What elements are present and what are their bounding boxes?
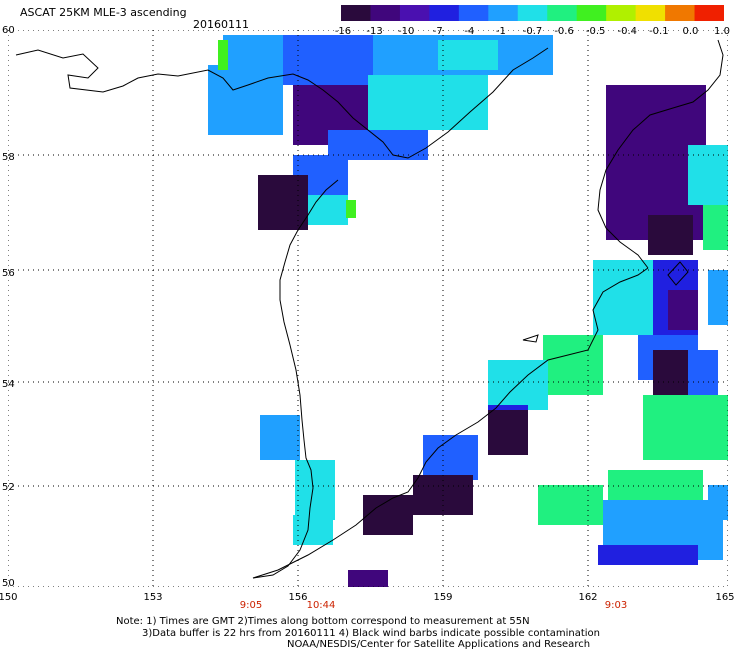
data-cell <box>218 40 228 70</box>
data-cell <box>703 205 728 250</box>
color-scale-label: -1 <box>495 26 506 37</box>
data-cell <box>346 200 356 218</box>
data-cell <box>293 515 333 545</box>
color-scale-label: -13 <box>366 26 383 37</box>
note-line-3: NOAA/NESDIS/Center for Satellite Applica… <box>287 639 591 650</box>
color-scale-label: -0.5 <box>585 26 606 37</box>
lon-label: 159 <box>433 592 453 603</box>
color-scale-segment <box>370 5 401 21</box>
color-scale-label: -0.6 <box>554 26 574 37</box>
lat-label: 56 <box>2 268 15 279</box>
color-scale-label: 1.0 <box>714 26 730 37</box>
color-scale-segment <box>458 5 489 21</box>
data-cell <box>423 435 478 480</box>
kamchatka-west-coast <box>252 179 339 579</box>
color-scale-segment <box>399 5 430 21</box>
color-scale-label: -10 <box>397 26 415 37</box>
data-cell <box>643 395 728 460</box>
data-cell <box>283 35 373 85</box>
data-cell <box>258 175 308 230</box>
data-cell <box>348 570 388 587</box>
note-line-1: Note: 1) Times are GMT 2)Times along bot… <box>116 616 530 627</box>
data-cell <box>543 335 603 395</box>
color-scale-segment <box>429 5 460 21</box>
color-scale-label: 0.0 <box>682 26 699 37</box>
data-cell <box>668 290 698 330</box>
color-scale-label: -0.1 <box>649 26 669 37</box>
data-cell <box>308 195 348 225</box>
lat-label: 58 <box>2 152 15 163</box>
color-scale-label: -4 <box>464 26 475 37</box>
data-cell <box>688 350 718 395</box>
lat-label: 54 <box>2 379 15 390</box>
data-cells <box>208 35 728 587</box>
map-title: ASCAT 25KM MLE-3 ascending <box>20 6 187 19</box>
data-cell <box>708 270 728 325</box>
color-scale-segment <box>341 5 371 21</box>
lon-label: 156 <box>288 592 308 603</box>
lon-label: 150 <box>0 592 18 603</box>
color-scale-label: -0.7 <box>522 26 543 37</box>
lon-label: 162 <box>578 592 598 603</box>
data-cell <box>438 40 498 70</box>
color-scale-label: -16 <box>334 26 352 37</box>
data-cell <box>598 545 698 565</box>
pass-time: 9:03 <box>604 600 628 611</box>
scatterometer-map <box>8 30 728 587</box>
color-scale-segment <box>635 5 666 21</box>
data-cell <box>368 75 488 130</box>
lon-label: 153 <box>143 592 163 603</box>
koryak-coast <box>597 39 724 269</box>
data-cell <box>648 215 693 255</box>
data-cell <box>223 35 283 65</box>
color-scale-segment <box>488 5 519 21</box>
lon-label: 165 <box>715 592 735 603</box>
color-scale-label: -0.4 <box>617 26 638 37</box>
pass-time: 9:05 <box>239 600 263 611</box>
color-scale-segment <box>665 5 696 21</box>
data-cell <box>708 485 728 520</box>
gridlines <box>8 30 728 587</box>
data-cell <box>295 460 335 520</box>
map-date: 20160111 <box>193 18 249 31</box>
data-cell <box>363 495 413 535</box>
color-scale-label: -7 <box>432 26 443 37</box>
data-cell <box>538 485 603 525</box>
lat-label: 50 <box>2 578 15 589</box>
data-cell <box>593 260 658 335</box>
color-scale-segment <box>694 5 724 21</box>
data-cell <box>488 410 528 455</box>
data-cell <box>260 415 300 460</box>
okhotsk-north-coast <box>15 47 549 159</box>
commander-islands <box>522 334 539 343</box>
note-line-2: 3)Data buffer is 22 hrs from 20160111 4)… <box>142 628 600 639</box>
color-scale-segment <box>547 5 578 21</box>
coastline <box>15 39 724 579</box>
color-scale-segment <box>576 5 607 21</box>
karaginsky-island <box>667 261 689 286</box>
data-cell <box>688 145 728 205</box>
color-scale-segment <box>517 5 548 21</box>
pass-time: 10:44 <box>306 600 336 611</box>
lat-label: 52 <box>2 482 15 493</box>
kamchatka-east-coast <box>252 267 649 579</box>
color-scale-bar <box>341 5 724 21</box>
color-scale-segment <box>606 5 637 21</box>
lat-label: 60 <box>2 25 15 36</box>
